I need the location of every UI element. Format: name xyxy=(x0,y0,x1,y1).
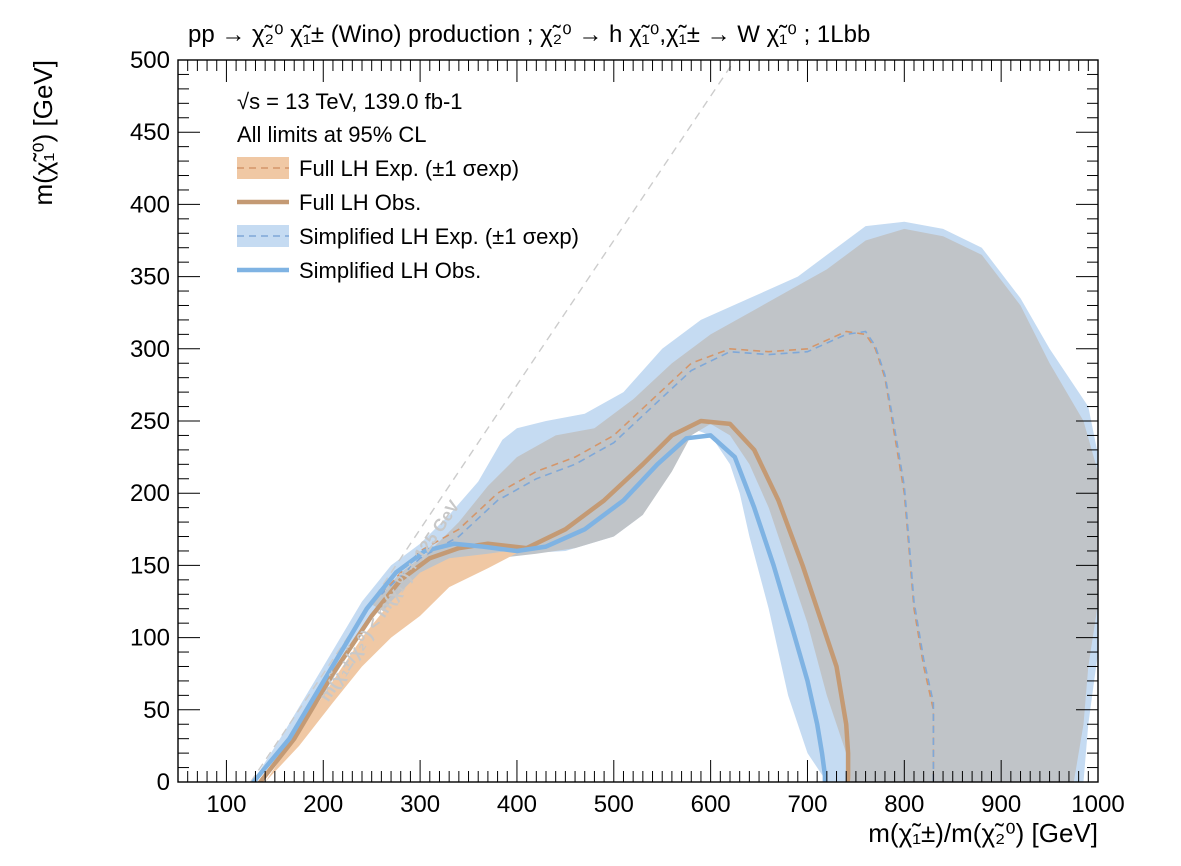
x-tick-label: 500 xyxy=(594,791,634,818)
legend-header-line: √s = 13 TeV, 139.0 fb-1 xyxy=(237,89,463,114)
legend-entry-label: Simplified LH Obs. xyxy=(299,258,481,283)
y-tick-label: 0 xyxy=(157,769,170,796)
series-full-lh-obs xyxy=(258,418,851,782)
series-full-lh-exp-band xyxy=(371,228,1098,782)
legend: √s = 13 TeV, 139.0 fb-1 All limits at 95%… xyxy=(237,89,579,283)
x-tick-label: 600 xyxy=(691,791,731,818)
lines-layer xyxy=(251,330,935,782)
y-tick-label: 200 xyxy=(130,480,170,507)
y-tick-label: 250 xyxy=(130,408,170,435)
chart-title: pp → χ̃₂⁰ χ̃₁± (Wino) production ; χ̃₂⁰ … xyxy=(188,21,870,48)
y-tick-label: 100 xyxy=(130,625,170,652)
x-tick-label: 700 xyxy=(787,791,827,818)
y-tick-label: 500 xyxy=(130,47,170,74)
legend-entry-label: Simplified LH Exp. (±1 σexp) xyxy=(299,224,579,249)
x-tick-label: 800 xyxy=(884,791,924,818)
series-simplified-lh-obs xyxy=(251,433,828,782)
x-tick-label: 100 xyxy=(206,791,246,818)
series-full-lh-exp xyxy=(380,330,935,782)
y-tick-label: 450 xyxy=(130,119,170,146)
x-axis-label: m(χ̃₁±)/m(χ̃₂⁰) [GeV] xyxy=(868,818,1098,848)
y-tick-label: 50 xyxy=(143,697,170,724)
x-tick-label: 200 xyxy=(303,791,343,818)
bands-layer xyxy=(252,221,1098,782)
y-tick-label: 350 xyxy=(130,264,170,291)
y-axis-label: m(χ̃₁⁰) [GeV] xyxy=(28,60,58,206)
x-tick-label: 1000 xyxy=(1071,791,1124,818)
series-simplified-lh-exp xyxy=(380,330,935,782)
x-tick-label: 300 xyxy=(400,791,440,818)
x-tick-label: 400 xyxy=(497,791,537,818)
axis-ticks xyxy=(177,59,1099,783)
legend-entry-label: Full LH Exp. (±1 σexp) xyxy=(299,156,519,181)
legend-header-line: All limits at 95% CL xyxy=(237,122,427,147)
legend-entry-label: Full LH Obs. xyxy=(299,190,421,215)
y-tick-label: 400 xyxy=(130,191,170,218)
y-tick-label: 300 xyxy=(130,336,170,363)
x-tick-labels: 100 200 300 400 500 600 700 800 900 1000 xyxy=(206,791,1124,818)
kinematic-line-annotation: m(χ̃₁±/χ̃₂⁰) < m(χ̃₁⁰) + 125 GeV xyxy=(315,496,464,705)
y-tick-label: 150 xyxy=(130,552,170,579)
x-tick-label: 900 xyxy=(981,791,1021,818)
y-tick-labels: 0 50 100 150 200 250 300 350 400 450 500 xyxy=(130,47,170,796)
